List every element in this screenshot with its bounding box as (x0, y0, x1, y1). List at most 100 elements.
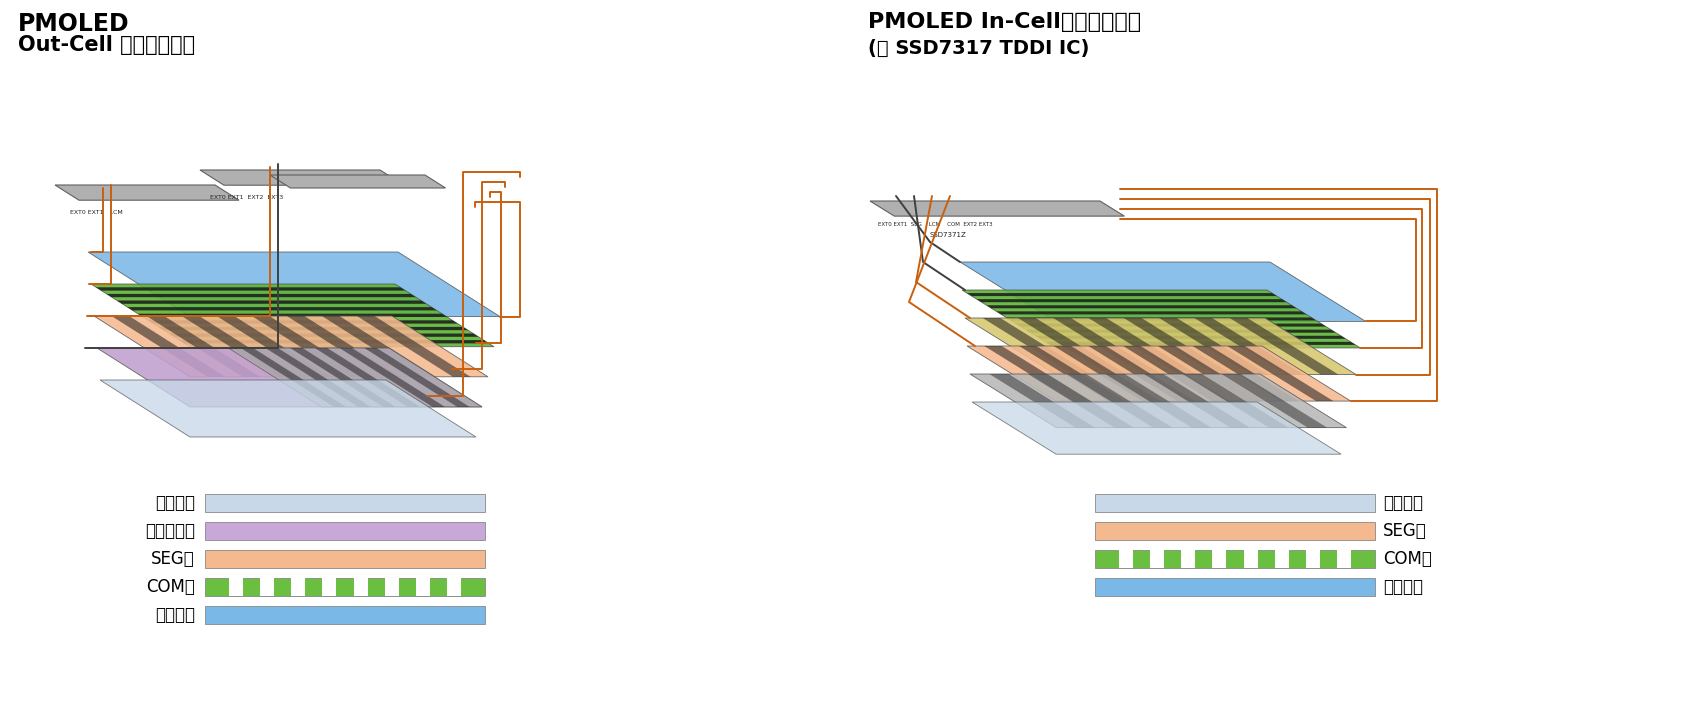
Polygon shape (1066, 374, 1173, 428)
Polygon shape (180, 340, 490, 344)
Polygon shape (241, 348, 347, 407)
Polygon shape (977, 299, 1287, 302)
Polygon shape (138, 314, 447, 317)
Polygon shape (1088, 318, 1197, 375)
Polygon shape (270, 175, 445, 188)
FancyBboxPatch shape (416, 578, 430, 596)
Polygon shape (1046, 342, 1355, 345)
FancyBboxPatch shape (206, 522, 484, 540)
Polygon shape (97, 348, 483, 407)
Polygon shape (1193, 346, 1299, 401)
FancyBboxPatch shape (384, 578, 399, 596)
Polygon shape (128, 307, 437, 310)
FancyBboxPatch shape (291, 578, 306, 596)
Polygon shape (265, 348, 371, 407)
Polygon shape (1025, 329, 1336, 333)
FancyBboxPatch shape (447, 578, 461, 596)
Polygon shape (107, 294, 416, 297)
Polygon shape (117, 300, 427, 304)
Polygon shape (971, 374, 1346, 428)
Polygon shape (1017, 324, 1326, 327)
Polygon shape (1018, 318, 1127, 375)
Polygon shape (1124, 346, 1229, 401)
FancyBboxPatch shape (354, 578, 367, 596)
Text: PMOLED In-Cell触控模组架构: PMOLED In-Cell触控模组架构 (869, 12, 1141, 32)
Polygon shape (966, 318, 1357, 375)
Polygon shape (291, 348, 396, 407)
FancyBboxPatch shape (230, 578, 243, 596)
Polygon shape (1054, 318, 1161, 375)
Polygon shape (1018, 346, 1125, 401)
Text: 外部触摸层: 外部触摸层 (144, 522, 196, 540)
FancyBboxPatch shape (206, 606, 484, 624)
Polygon shape (984, 346, 1090, 401)
Polygon shape (1124, 318, 1232, 375)
Polygon shape (870, 201, 1124, 216)
Polygon shape (967, 346, 1352, 401)
Text: EXT0 EXT1  EXT2  EXT3: EXT0 EXT1 EXT2 EXT3 (211, 195, 284, 200)
Polygon shape (100, 380, 476, 437)
FancyBboxPatch shape (206, 550, 484, 568)
Polygon shape (216, 316, 330, 377)
Polygon shape (1054, 346, 1159, 401)
Text: 顶层玻璃: 顶层玻璃 (1384, 494, 1423, 512)
Text: COM层: COM层 (1384, 550, 1431, 568)
Text: PMOLED: PMOLED (19, 12, 129, 36)
Polygon shape (1105, 374, 1210, 428)
Polygon shape (287, 316, 401, 377)
Polygon shape (88, 252, 500, 317)
Polygon shape (357, 316, 471, 377)
FancyBboxPatch shape (1336, 550, 1352, 568)
Polygon shape (321, 316, 435, 377)
Polygon shape (962, 290, 1360, 348)
Text: SEG层: SEG层 (1384, 522, 1426, 540)
Polygon shape (1028, 374, 1134, 428)
FancyBboxPatch shape (1095, 550, 1375, 568)
FancyBboxPatch shape (1244, 550, 1258, 568)
Polygon shape (1088, 346, 1195, 401)
Text: EXT0 EXT1  SEG    LCM    COM  EXT2 EXT3: EXT0 EXT1 SEG LCM COM EXT2 EXT3 (877, 222, 993, 227)
FancyBboxPatch shape (1182, 550, 1195, 568)
FancyBboxPatch shape (206, 578, 484, 596)
Polygon shape (112, 316, 224, 377)
Polygon shape (97, 287, 405, 291)
Polygon shape (252, 316, 366, 377)
Polygon shape (182, 316, 296, 377)
Text: SSD7371Z: SSD7371Z (930, 232, 967, 238)
Text: EXT0 EXT1   LCM: EXT0 EXT1 LCM (70, 210, 122, 215)
FancyBboxPatch shape (1095, 494, 1375, 512)
Polygon shape (1229, 318, 1338, 375)
Polygon shape (1227, 346, 1333, 401)
Polygon shape (146, 316, 260, 377)
Polygon shape (148, 320, 457, 324)
Polygon shape (1158, 346, 1265, 401)
FancyBboxPatch shape (1119, 550, 1134, 568)
Polygon shape (94, 316, 488, 377)
Polygon shape (1195, 318, 1304, 375)
FancyBboxPatch shape (1306, 550, 1319, 568)
Polygon shape (986, 305, 1297, 308)
Text: COM层: COM层 (146, 578, 196, 596)
Polygon shape (989, 374, 1095, 428)
Polygon shape (314, 348, 420, 407)
FancyBboxPatch shape (1275, 550, 1289, 568)
Polygon shape (340, 348, 445, 407)
Text: (具 SSD7317 TDDI IC): (具 SSD7317 TDDI IC) (869, 39, 1090, 58)
Polygon shape (983, 318, 1091, 375)
Polygon shape (1144, 374, 1250, 428)
Text: 底层玻璃: 底层玻璃 (155, 606, 196, 624)
Text: Out-Cell 触控模组架构: Out-Cell 触控模组架构 (19, 35, 196, 55)
FancyBboxPatch shape (1095, 578, 1375, 596)
Polygon shape (1221, 374, 1328, 428)
Polygon shape (228, 348, 483, 407)
Polygon shape (54, 185, 240, 200)
FancyBboxPatch shape (1212, 550, 1226, 568)
FancyBboxPatch shape (1095, 522, 1375, 540)
Polygon shape (972, 402, 1341, 454)
Polygon shape (158, 327, 468, 330)
Text: SEG层: SEG层 (151, 550, 196, 568)
Polygon shape (960, 262, 1365, 322)
FancyBboxPatch shape (206, 494, 484, 512)
FancyBboxPatch shape (323, 578, 337, 596)
Polygon shape (92, 284, 495, 346)
